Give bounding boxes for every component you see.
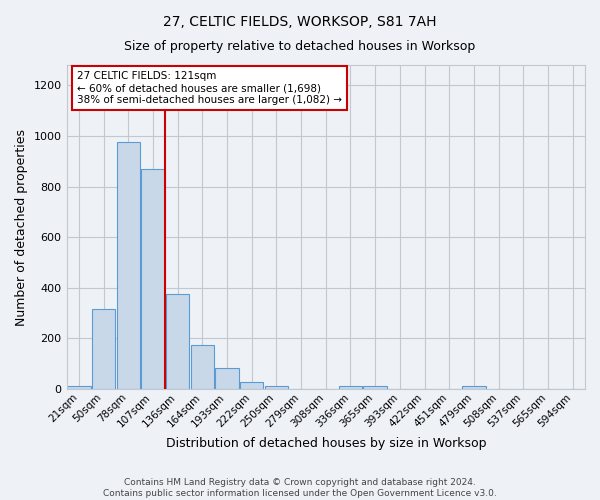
Text: Contains HM Land Registry data © Crown copyright and database right 2024.
Contai: Contains HM Land Registry data © Crown c… [103, 478, 497, 498]
Bar [191, 344, 214, 389]
Bar [67, 386, 91, 389]
Bar [487, 388, 511, 389]
Bar [240, 382, 263, 389]
Bar [339, 386, 362, 389]
Bar [289, 388, 313, 389]
Text: 27, CELTIC FIELDS, WORKSOP, S81 7AH: 27, CELTIC FIELDS, WORKSOP, S81 7AH [163, 15, 437, 29]
Bar [166, 294, 190, 389]
Text: 27 CELTIC FIELDS: 121sqm
← 60% of detached houses are smaller (1,698)
38% of sem: 27 CELTIC FIELDS: 121sqm ← 60% of detach… [77, 72, 342, 104]
Bar [462, 386, 485, 389]
Bar [116, 142, 140, 389]
Bar [92, 310, 115, 389]
Bar [215, 368, 239, 389]
Bar [413, 388, 436, 389]
Bar [388, 388, 412, 389]
X-axis label: Distribution of detached houses by size in Worksop: Distribution of detached houses by size … [166, 437, 486, 450]
Y-axis label: Number of detached properties: Number of detached properties [15, 128, 28, 326]
Text: Size of property relative to detached houses in Worksop: Size of property relative to detached ho… [124, 40, 476, 53]
Bar [364, 386, 387, 389]
Bar [437, 388, 461, 389]
Bar [265, 386, 288, 389]
Bar [314, 388, 337, 389]
Bar [141, 169, 164, 389]
